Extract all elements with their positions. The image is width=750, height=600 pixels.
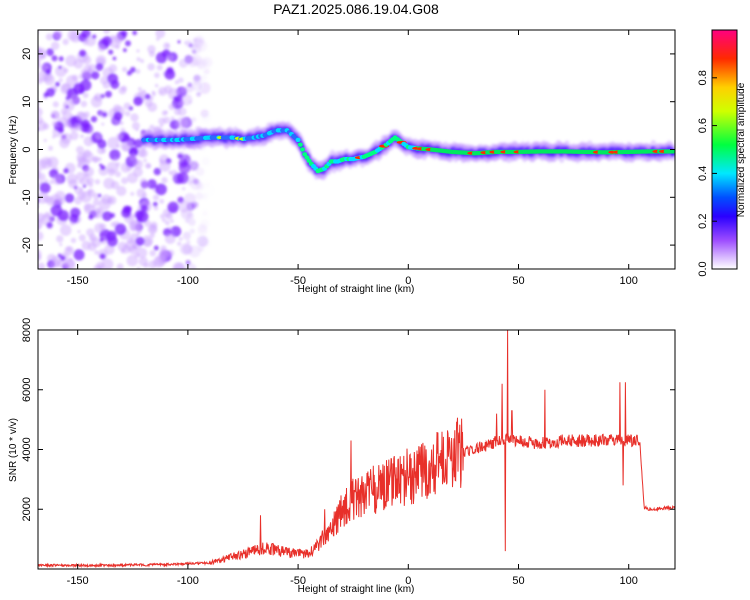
snr-plot-area bbox=[38, 330, 675, 569]
snr-frame bbox=[37, 329, 676, 570]
colorbar-label: Normalized spectral amplitude bbox=[736, 82, 747, 217]
colorbar-tick-label: 0.0 bbox=[697, 261, 709, 276]
colorbar-tick-label: 0.6 bbox=[697, 118, 709, 133]
y-tick-label: 2000 bbox=[21, 497, 33, 521]
noise-speckle bbox=[38, 30, 213, 269]
spectrogram-y-axis-label: Frequency (Hz) bbox=[8, 116, 19, 185]
snr-series-line bbox=[38, 330, 675, 569]
ridge-core bbox=[141, 128, 675, 174]
x-tick-label: 0 bbox=[405, 275, 411, 287]
y-tick-label: 6000 bbox=[21, 378, 33, 402]
y-tick-label: 10 bbox=[21, 96, 33, 108]
x-tick-label: -100 bbox=[177, 575, 199, 587]
x-tick-label: 100 bbox=[620, 575, 638, 587]
y-tick-label: 4000 bbox=[21, 437, 33, 461]
x-tick-label: 50 bbox=[512, 275, 524, 287]
x-tick-label: -150 bbox=[67, 575, 89, 587]
y-tick-label: 0 bbox=[21, 146, 33, 152]
chart-title: PAZ1.2025.086.19.04.G08 bbox=[273, 1, 439, 17]
y-tick-label: 8000 bbox=[21, 318, 33, 342]
x-tick-label: -50 bbox=[290, 275, 306, 287]
snr-y-axis-label: SNR (10 * v/v) bbox=[8, 418, 19, 482]
x-tick-label: 0 bbox=[405, 575, 411, 587]
y-tick-label: -20 bbox=[21, 237, 33, 253]
colorbar-tick-label: 0.4 bbox=[697, 166, 709, 181]
colorbar-tick-label: 0.8 bbox=[697, 70, 709, 85]
spectrogram-x-axis-label: Height of straight line (km) bbox=[298, 284, 415, 295]
y-tick-label: -10 bbox=[21, 189, 33, 205]
snr-x-axis-label: Height of straight line (km) bbox=[298, 584, 415, 595]
snr-chart: -150 -100 -50 0 50 100 2000 4000 6000 8000 Height… bbox=[8, 318, 676, 595]
x-tick-label: 50 bbox=[512, 575, 524, 587]
x-tick-label: 100 bbox=[620, 275, 638, 287]
x-tick-label: -50 bbox=[290, 575, 306, 587]
x-tick-label: -150 bbox=[67, 275, 89, 287]
y-tick-label: 20 bbox=[21, 48, 33, 60]
colorbar: 0.0 0.2 0.4 0.6 0.8 Normalized spectral ampl… bbox=[697, 29, 747, 277]
colorbar-tick-label: 0.2 bbox=[697, 214, 709, 229]
x-tick-label: -100 bbox=[177, 275, 199, 287]
colorbar-scale bbox=[711, 29, 738, 270]
snr-axes: -150 -100 -50 0 50 100 2000 4000 6000 8000 bbox=[21, 318, 675, 587]
colorbar-ticks: 0.0 0.2 0.4 0.6 0.8 bbox=[697, 70, 717, 277]
spectrogram-plot-area bbox=[38, 30, 675, 269]
